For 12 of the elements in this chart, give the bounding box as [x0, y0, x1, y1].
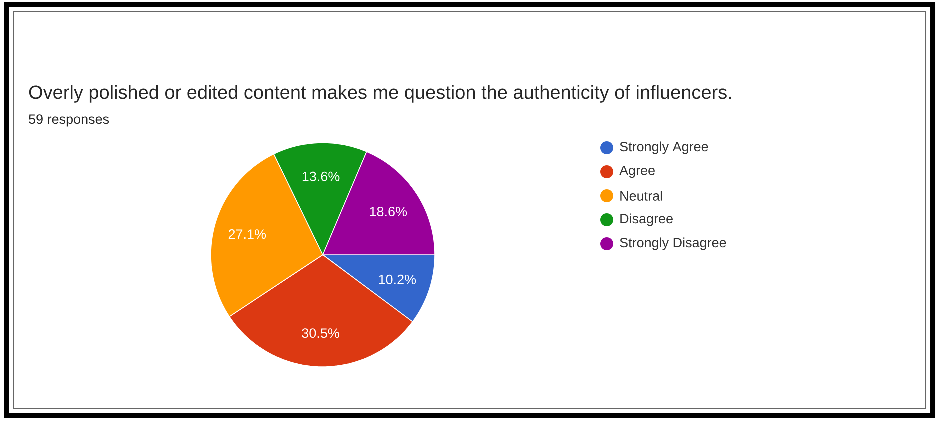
chart-title: Overly polished or edited content makes me question the authenticity of influencers. — [29, 85, 732, 103]
legend-label: Strongly Agree — [620, 142, 708, 154]
data-label: 13.6% — [302, 172, 340, 182]
legend-label: Disagree — [620, 214, 673, 226]
legend-label: Strongly Disagree — [620, 238, 726, 250]
legend-label: Agree — [620, 166, 655, 178]
data-label: 18.6% — [370, 206, 408, 217]
data-label: 27.1% — [228, 230, 266, 240]
data-label: 30.5% — [302, 328, 340, 338]
text: 59 responses — [29, 114, 110, 127]
data-label: 10.2% — [379, 274, 416, 284]
legend-label: Neutral — [620, 191, 662, 201]
